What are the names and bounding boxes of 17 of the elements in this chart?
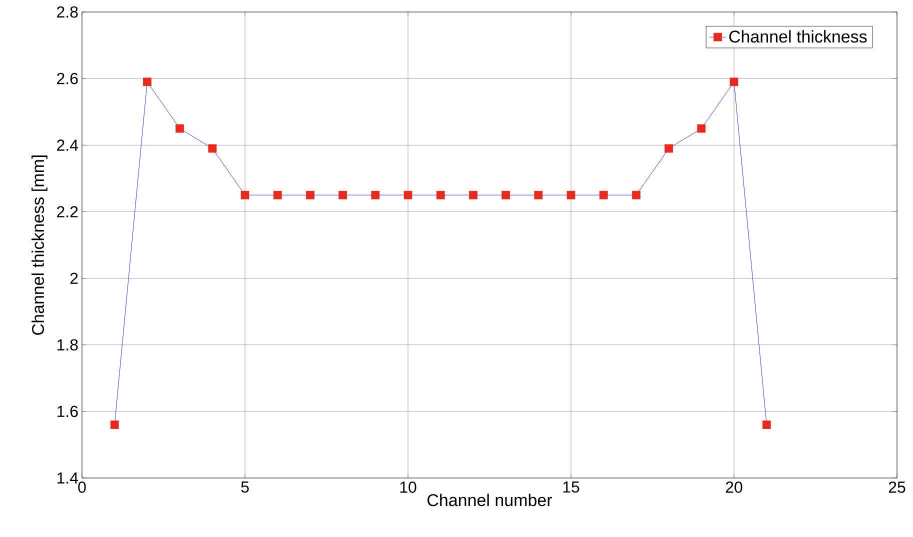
- x-tick-label: 5: [241, 482, 249, 493]
- x-tick-label: 10: [400, 482, 416, 493]
- y-tick-label: 2: [70, 272, 78, 284]
- x-axis-title: Channel number: [428, 494, 552, 506]
- y-axis-title: Channel thickness [mm]: [32, 156, 48, 335]
- x-tick-label: 25: [888, 482, 906, 493]
- y-tick-label: 2.6: [57, 72, 78, 84]
- y-tick-label: 2.2: [57, 206, 78, 218]
- y-tick-label: 2.4: [57, 140, 78, 151]
- x-tick-label: 20: [726, 482, 742, 493]
- x-tick-label: 15: [563, 482, 580, 493]
- y-tick-label: 1.6: [57, 406, 78, 418]
- y-tick-label: 1.4: [57, 472, 78, 484]
- y-tick-label: 2.8: [57, 6, 78, 18]
- y-tick-label: 1.8: [57, 339, 78, 351]
- x-tick-label: 0: [78, 482, 86, 493]
- legend-label: Channel thickness: [729, 30, 867, 43]
